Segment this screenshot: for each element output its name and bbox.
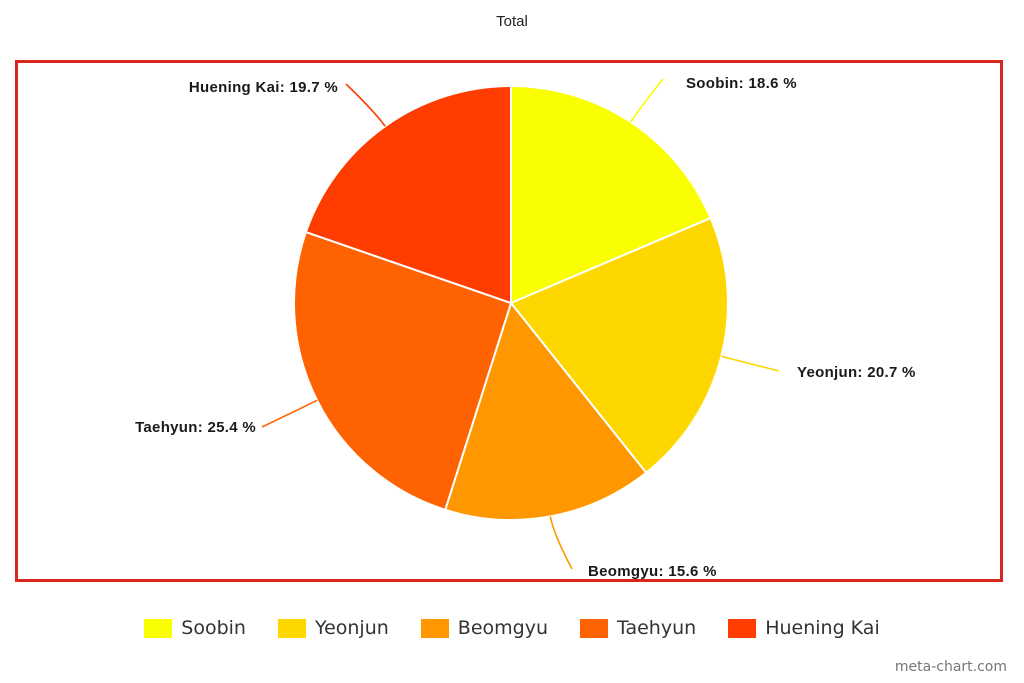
- legend-label-soobin: Soobin: [181, 617, 246, 639]
- legend-item-taehyun[interactable]: Taehyun: [580, 617, 696, 639]
- legend-label-yeonjun: Yeonjun: [314, 617, 389, 639]
- slice-label-taehyun: Taehyun: 25.4 %: [135, 419, 256, 436]
- legend-swatch-taehyun: [580, 618, 609, 638]
- slice-label-yeonjun: Yeonjun: 20.7 %: [797, 364, 916, 381]
- connector-line-soobin: [630, 78, 664, 123]
- legend-swatch-beomgyu: [420, 618, 449, 638]
- legend-item-beomgyu[interactable]: Beomgyu: [420, 617, 549, 639]
- legend-item-yeonjun[interactable]: Yeonjun: [277, 617, 389, 639]
- pie-slice-soobin[interactable]: [510, 84, 713, 305]
- pie-slice-yeonjun[interactable]: [509, 216, 729, 475]
- slice-label-soobin: Soobin: 18.6 %: [686, 75, 797, 92]
- legend-label-beomgyu: Beomgyu: [457, 617, 549, 639]
- connector-line-beomgyu: [549, 516, 573, 570]
- connector-line-yeonjun: [721, 355, 780, 372]
- legend-label-huening-kai: Huening Kai: [765, 617, 880, 639]
- slice-label-huening-kai: Huening Kai: 19.7 %: [189, 79, 338, 96]
- legend-item-huening-kai[interactable]: Huening Kai: [728, 617, 880, 639]
- watermark[interactable]: meta-chart.com: [894, 659, 1007, 675]
- legend-label-taehyun: Taehyun: [617, 617, 697, 639]
- connector-line-taehyun: [261, 399, 318, 428]
- legend-swatch-soobin: [144, 618, 173, 638]
- legend-swatch-huening-kai: [728, 618, 757, 638]
- plot-frame: [15, 60, 1003, 582]
- legend-item-soobin[interactable]: Soobin: [144, 617, 246, 639]
- pie-slice-taehyun[interactable]: [293, 230, 513, 512]
- connector-line-huening-kai: [345, 83, 386, 127]
- slice-label-beomgyu: Beomgyu: 15.6 %: [588, 563, 717, 580]
- legend-swatch-yeonjun: [277, 618, 306, 638]
- chart-title: Total: [496, 13, 528, 30]
- legend: Soobin Yeonjun Beomgyu Taehyun Huening K…: [0, 617, 1024, 639]
